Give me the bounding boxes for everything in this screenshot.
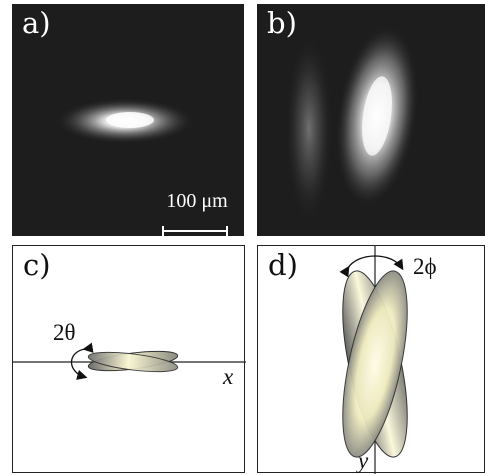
angle-arrow-c	[70, 342, 94, 380]
panel-c-diagram	[13, 342, 246, 380]
scale-bar-label: 100 μm	[166, 190, 228, 212]
panel-a-label: a)	[22, 6, 51, 40]
panel-c: c) 2θ x	[12, 245, 246, 473]
panel-d-label: d)	[268, 248, 298, 282]
panel-d: d) 2ϕ y	[257, 245, 485, 474]
panel-b: b)	[257, 4, 485, 236]
panel-b-label: b)	[267, 6, 297, 40]
angle-label-d: 2ϕ	[413, 254, 437, 279]
panel-a-image	[55, 98, 195, 144]
panel-d-diagram	[339, 246, 408, 474]
ghost-spot-b	[285, 34, 333, 224]
angle-label-c: 2θ	[53, 320, 76, 345]
panel-a: a) 100 μm	[12, 4, 244, 236]
x-axis-label: x	[223, 364, 234, 389]
angle-arrow-d	[339, 255, 404, 278]
scale-bar	[162, 226, 228, 236]
panel-c-label: c)	[23, 248, 51, 282]
y-axis-label: y	[358, 448, 369, 473]
panel-b-image	[285, 24, 419, 224]
